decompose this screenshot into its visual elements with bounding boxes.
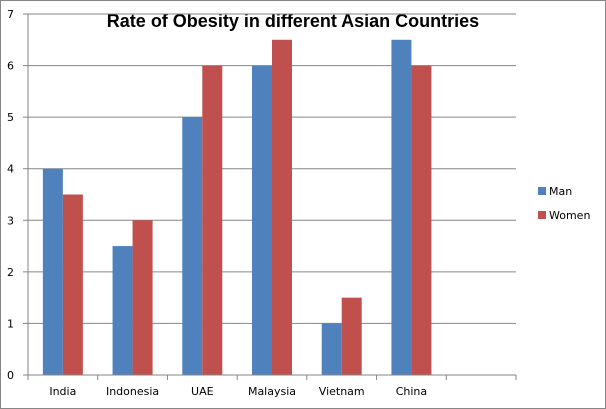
y-tick-label: 3 — [7, 214, 14, 227]
bar-man-china — [391, 39, 412, 376]
bar-man-malaysia — [252, 65, 272, 376]
x-axis-ticks: India Indonesia UAE Malaysia Vietnam China — [27, 375, 517, 398]
x-tick-label: Vietnam — [319, 385, 365, 398]
y-tick-label: 1 — [7, 317, 14, 330]
bar-women-vietnam — [341, 297, 362, 375]
y-tick-label: 6 — [7, 60, 14, 73]
y-tick-label: 5 — [7, 111, 14, 124]
bar-man-uae — [182, 117, 203, 376]
y-tick-label: 2 — [7, 266, 14, 279]
chart-title: Rate of Obesity in different Asian Count… — [107, 11, 479, 31]
bar-women-india — [62, 194, 83, 375]
x-tick-label: Indonesia — [106, 385, 159, 398]
legend-label-man: Man — [549, 185, 572, 198]
bar-man-indonesia — [112, 246, 133, 375]
y-tick-label: 4 — [7, 163, 14, 176]
bar-man-vietnam — [321, 323, 342, 375]
x-tick-label: India — [49, 385, 76, 398]
bars — [42, 39, 432, 376]
legend: Man Women — [538, 185, 590, 222]
y-tick-label: 0 — [7, 369, 14, 382]
legend-swatch-women — [538, 211, 546, 219]
x-tick-label: China — [396, 385, 427, 398]
bar-women-uae — [202, 65, 223, 376]
legend-label-women: Women — [549, 209, 590, 222]
y-axis-ticks: 0 1 2 3 4 5 6 7 — [7, 8, 28, 382]
bar-women-malaysia — [272, 39, 292, 376]
y-tick-label: 7 — [7, 8, 14, 21]
bar-man-india — [42, 168, 63, 375]
bar-women-indonesia — [132, 220, 153, 375]
legend-swatch-man — [538, 187, 546, 195]
bar-women-china — [411, 65, 432, 376]
axes — [27, 14, 516, 376]
x-tick-label: UAE — [191, 385, 214, 398]
x-tick-label: Malaysia — [248, 385, 296, 398]
